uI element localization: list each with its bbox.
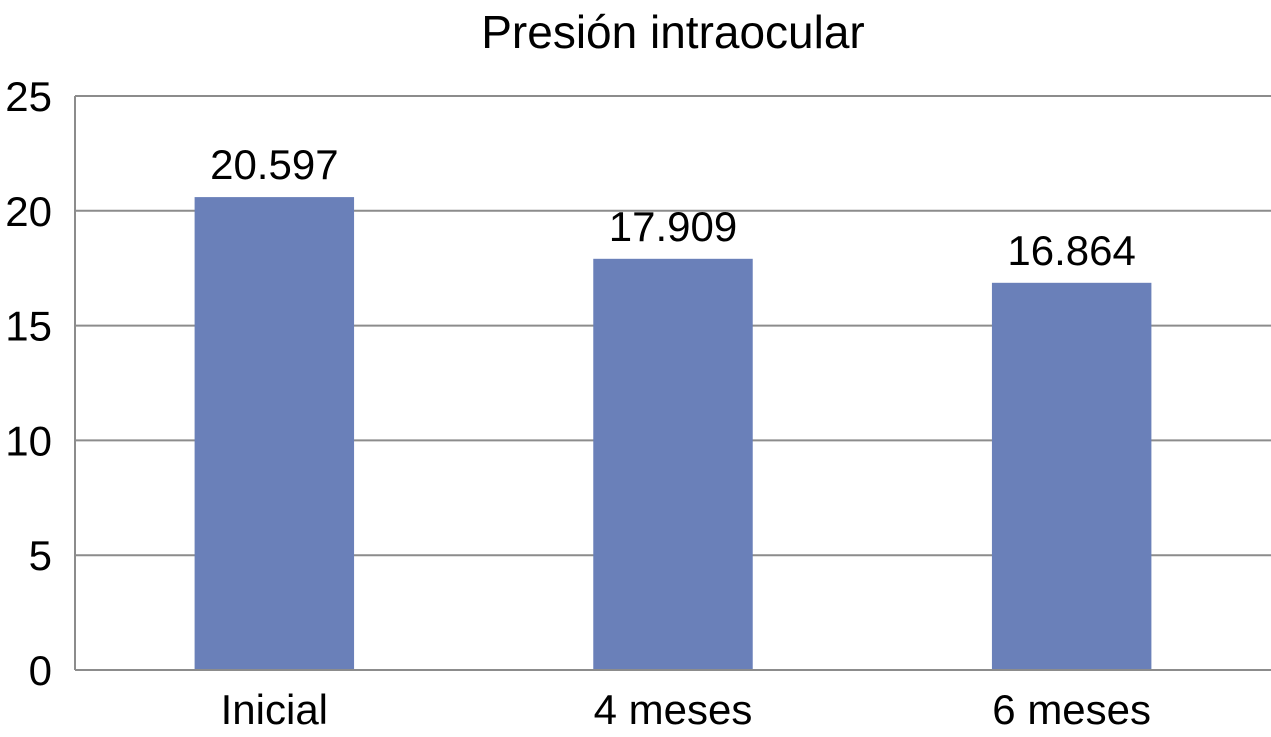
x-category-label: 6 meses (992, 686, 1151, 733)
data-label: 16.864 (1007, 227, 1135, 274)
x-category-label: 4 meses (594, 686, 753, 733)
y-tick-label: 20 (5, 188, 52, 235)
data-labels: 20.597 17.909 16.864 (210, 141, 1136, 274)
bars (194, 197, 1152, 670)
bar-6-meses (991, 282, 1152, 670)
data-label: 20.597 (210, 141, 338, 188)
y-tick-label: 15 (5, 303, 52, 350)
x-axis-categories: Inicial 4 meses 6 meses (221, 686, 1151, 733)
y-tick-label: 0 (29, 647, 52, 694)
bar-inicial (194, 197, 355, 670)
y-tick-label: 5 (29, 532, 52, 579)
bar-4-meses (593, 258, 753, 670)
x-category-label: Inicial (221, 686, 328, 733)
y-axis-ticks: 0 5 10 15 20 25 (5, 73, 52, 694)
chart-title: Presión intraocular (481, 6, 865, 58)
y-tick-label: 10 (5, 417, 52, 464)
data-label: 17.909 (609, 203, 737, 250)
y-tick-label: 25 (5, 73, 52, 120)
